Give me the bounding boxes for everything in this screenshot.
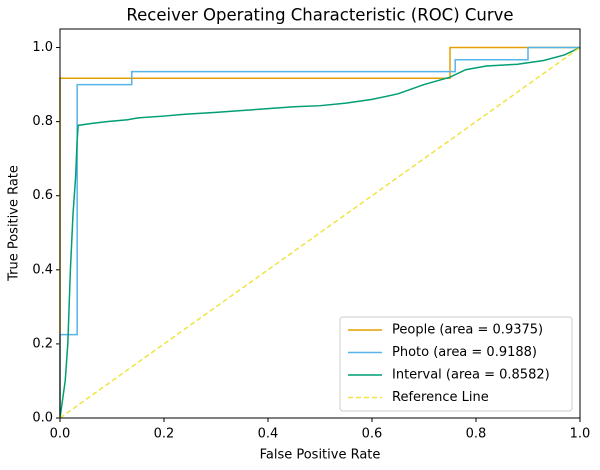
roc-line — [59, 46, 581, 419]
legend-label: Reference Line — [392, 390, 489, 405]
y-axis-label: True Positive Rate — [7, 165, 22, 282]
roc-line — [59, 46, 580, 418]
chart-title: Receiver Operating Characteristic (ROC) … — [126, 6, 513, 25]
y-tick-label: 0.0 — [32, 411, 53, 426]
plot-frame — [59, 28, 581, 419]
x-tick-label: 0.0 — [50, 427, 71, 442]
x-tick-label: 0.8 — [466, 427, 487, 442]
x-tick-label: 0.2 — [154, 427, 175, 442]
x-tick-label: 1.0 — [570, 427, 591, 442]
x-tick-label: 0.4 — [258, 427, 279, 442]
legend-label: Photo (area = 0.9188) — [392, 345, 537, 360]
y-tick-label: 0.8 — [32, 114, 53, 129]
legend-label: People (area = 0.9375) — [392, 323, 543, 338]
roc-line — [59, 46, 581, 419]
y-tick-label: 0.4 — [32, 262, 53, 277]
y-tick-label: 1.0 — [32, 40, 53, 55]
y-tick-label: 0.6 — [32, 188, 53, 203]
legend-box — [339, 316, 573, 412]
x-tick-label: 0.6 — [362, 427, 383, 442]
legend-label: Interval (area = 0.8582) — [392, 368, 550, 383]
x-axis-label: False Positive Rate — [260, 448, 381, 463]
y-tick-label: 0.2 — [32, 336, 53, 351]
